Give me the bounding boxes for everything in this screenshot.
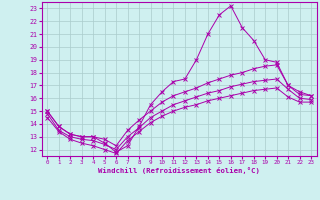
X-axis label: Windchill (Refroidissement éolien,°C): Windchill (Refroidissement éolien,°C): [98, 167, 260, 174]
